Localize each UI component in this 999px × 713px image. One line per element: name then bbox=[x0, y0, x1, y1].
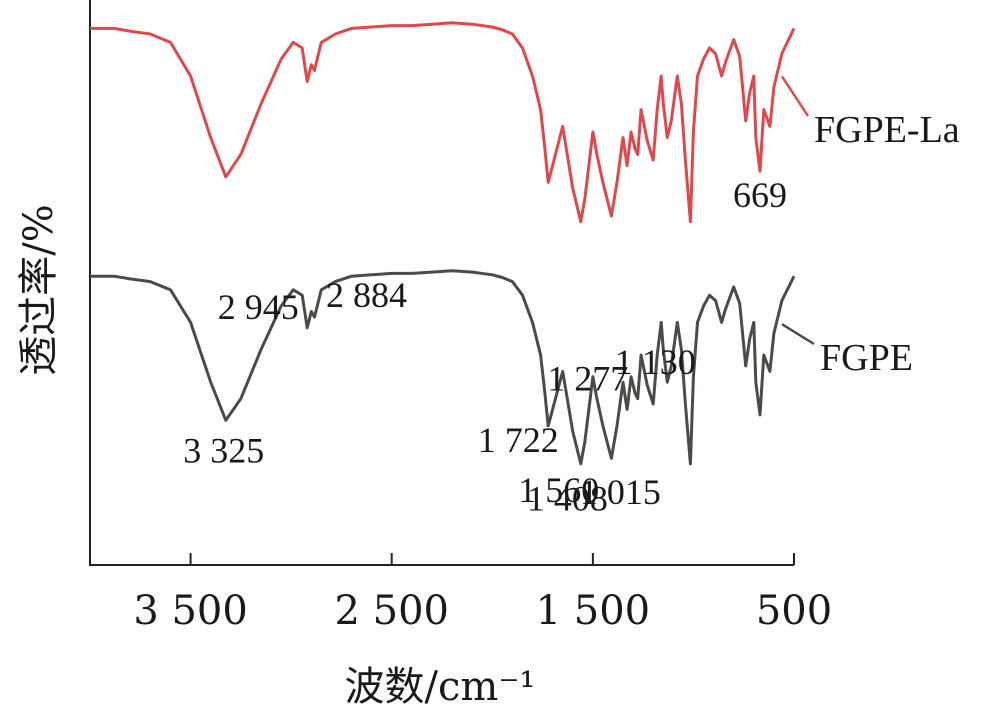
y-axis-title: 透过率/% bbox=[16, 204, 62, 375]
peak-annotation: 3 325 bbox=[183, 430, 264, 470]
peak-annotation: 1 130 bbox=[615, 342, 696, 382]
series-line-fgpe-la bbox=[90, 21, 796, 224]
x-tick-label: 3 500 bbox=[133, 588, 248, 634]
series-line-fgpe bbox=[90, 269, 796, 466]
peak-annotation: 669 bbox=[733, 175, 787, 215]
peak-annotation: 2 945 bbox=[218, 287, 299, 327]
axes bbox=[89, 0, 794, 566]
series-leader-line bbox=[781, 323, 815, 346]
series-layer bbox=[90, 21, 796, 466]
x-tick-label: 1 500 bbox=[536, 588, 651, 634]
series-labels: FGPE-La FGPE bbox=[780, 75, 960, 379]
peak-annotation: 1 408 bbox=[527, 478, 608, 518]
peak-annotation: 1 722 bbox=[478, 420, 559, 460]
x-ticks: 3 500 2 500 1 500 500 bbox=[133, 553, 832, 634]
x-axis-title: 波数/cm⁻¹ bbox=[345, 664, 536, 710]
peak-annotation: 1 277 bbox=[547, 359, 628, 399]
series-label: FGPE-La bbox=[814, 109, 960, 151]
peak-annotation: 2 884 bbox=[326, 275, 407, 315]
series-leader-line bbox=[780, 75, 810, 117]
peak-annotation: 1 015 bbox=[580, 472, 661, 512]
x-tick-label: 500 bbox=[756, 588, 832, 634]
peak-annotation: 1 560 bbox=[518, 470, 599, 510]
x-tick-label: 2 500 bbox=[334, 588, 449, 634]
series-label: FGPE bbox=[820, 337, 913, 379]
